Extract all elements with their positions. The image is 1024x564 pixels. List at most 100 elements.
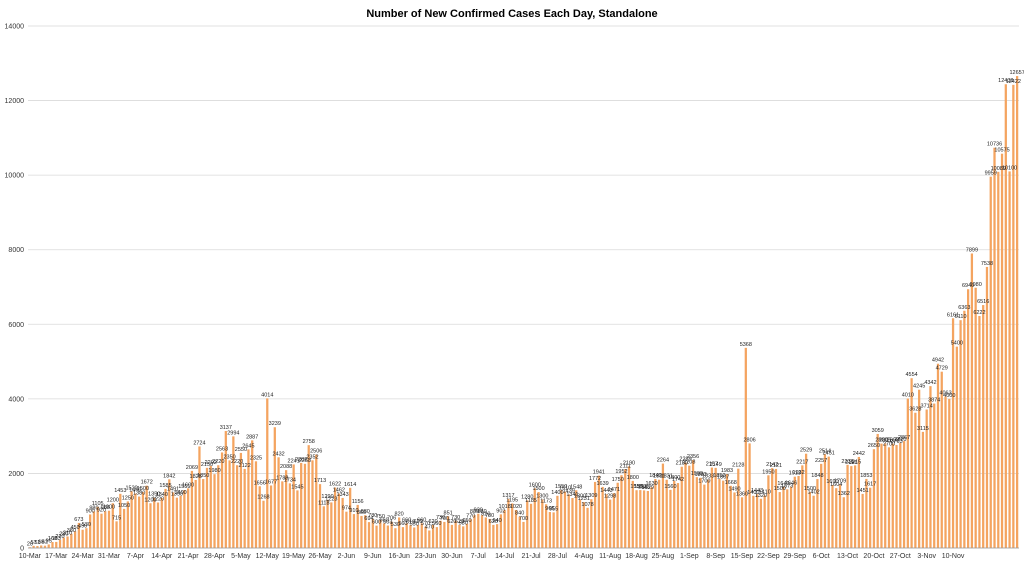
bar [43, 545, 47, 548]
bar [179, 495, 182, 548]
data-label: 4014 [261, 392, 273, 398]
data-label: 1850 [197, 473, 209, 479]
data-label: 2149 [710, 462, 722, 468]
data-label: 900 [86, 508, 95, 514]
bar [763, 495, 766, 548]
data-label: 3239 [269, 421, 281, 427]
data-label: 1439 [563, 488, 575, 494]
x-tick-label: 22-Sep [757, 553, 780, 560]
bar [303, 463, 307, 548]
y-tick-label: 8000 [8, 247, 24, 254]
bar [447, 516, 450, 548]
data-label: 560 [398, 521, 407, 527]
x-tick-label: 18-Aug [625, 553, 648, 560]
data-label: 6940 [962, 283, 974, 289]
bar [171, 492, 175, 548]
data-label: 1500 [774, 486, 786, 492]
data-label: 2069 [186, 465, 198, 471]
data-label: 2506 [310, 449, 322, 455]
bar [985, 266, 989, 548]
data-label: 2514 [819, 448, 831, 454]
bar [533, 488, 536, 548]
data-label: 1400 [174, 490, 186, 496]
data-label: 220 [55, 534, 64, 540]
bar [379, 520, 382, 548]
bar [134, 493, 137, 548]
bar [213, 474, 216, 548]
data-label: 2241 [288, 458, 300, 464]
bar [940, 371, 943, 548]
data-label: 6222 [973, 310, 985, 316]
bar [119, 493, 122, 548]
x-tick-label: 10-Nov [942, 553, 965, 560]
bar [609, 499, 612, 548]
data-label: 6363 [958, 305, 970, 311]
bar [428, 530, 431, 548]
bar [194, 479, 197, 548]
x-tick-label: 12-May [256, 553, 280, 560]
data-label: 2994 [227, 430, 239, 436]
bar [850, 466, 853, 548]
bar [767, 475, 770, 548]
bar [367, 522, 371, 548]
data-label: 700 [519, 516, 528, 522]
bar [639, 490, 642, 548]
x-tick-label: 3-Nov [917, 553, 936, 560]
bar [100, 513, 103, 548]
bar [673, 480, 676, 548]
data-label: 1105 [92, 501, 104, 507]
data-label: 1050 [118, 503, 130, 509]
data-label: 490 [78, 524, 87, 530]
bar [970, 253, 974, 549]
bar [51, 542, 54, 548]
data-label: 840 [515, 511, 524, 517]
data-label: 6516 [977, 299, 989, 305]
bar [62, 537, 65, 548]
data-label: 1268 [257, 495, 269, 501]
data-label: 620 [455, 519, 464, 525]
bar [895, 444, 898, 548]
bar [910, 378, 913, 548]
x-tick-label: 9-Jun [364, 553, 382, 560]
x-tick-label: 14-Apr [151, 553, 173, 560]
bar [612, 493, 616, 548]
bar [593, 481, 597, 548]
data-label: 1200 [144, 497, 156, 503]
bar [642, 490, 646, 548]
data-label: 1343 [337, 492, 349, 498]
bar [81, 529, 84, 548]
bar [431, 524, 435, 548]
bar [58, 539, 62, 548]
bar [563, 491, 567, 548]
data-label: 1646 [785, 481, 797, 487]
x-tick-label: 7-Jul [471, 553, 487, 560]
data-label: 550 [410, 521, 419, 527]
data-label: 1983 [721, 468, 733, 474]
data-label: 1290 [321, 494, 333, 500]
data-label: 1941 [593, 470, 605, 476]
data-label: 1317 [502, 493, 514, 499]
bar [575, 490, 578, 548]
x-tick-label: 10-Mar [19, 553, 42, 560]
bar [725, 474, 729, 548]
data-label: 1341 [566, 492, 578, 498]
gridlines [28, 25, 1019, 549]
y-tick-label: 4000 [8, 396, 24, 403]
bar [1004, 84, 1007, 549]
x-tick-label: 21-Apr [178, 553, 200, 560]
data-label: 750 [376, 514, 385, 520]
data-label: 1742 [672, 477, 684, 483]
data-label: 1690 [826, 479, 838, 485]
bar [322, 506, 325, 548]
bar [586, 507, 589, 548]
data-label: 560 [432, 521, 441, 527]
bar [190, 470, 194, 548]
bar [959, 320, 962, 548]
bar [217, 465, 220, 548]
bar [752, 495, 755, 548]
bar [307, 445, 310, 548]
data-label: 1078 [581, 502, 593, 508]
data-label: 920 [97, 508, 106, 514]
bar [36, 546, 39, 548]
data-label: 660 [379, 517, 388, 523]
